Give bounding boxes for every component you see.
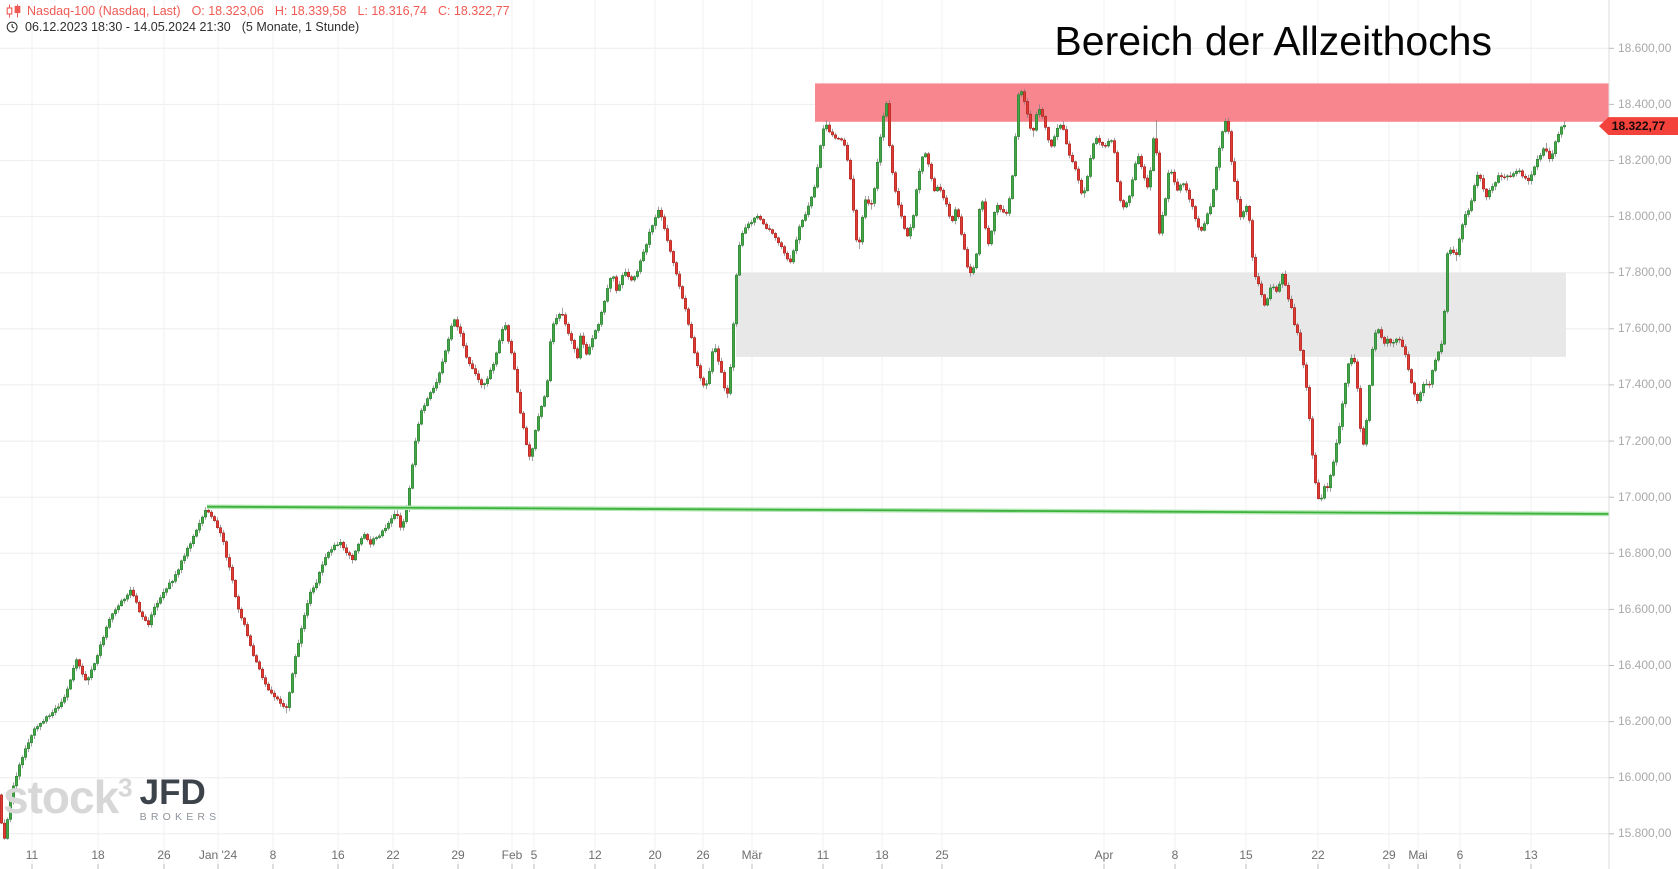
x-axis-label: 18	[91, 848, 105, 862]
clock-icon	[6, 21, 18, 33]
date-range: 06.12.2023 18:30 - 14.05.2024 21:30	[25, 20, 231, 34]
y-axis-label: 16.600,00	[1618, 601, 1672, 616]
y-axis-label: 16.800,00	[1618, 545, 1672, 560]
annotation-title: Bereich der Allzeithochs	[1054, 18, 1492, 64]
x-axis-label: 20	[648, 848, 662, 862]
y-axis-label: 16.200,00	[1618, 714, 1672, 729]
chart-header: Nasdaq-100 (Nasdaq, Last) O: 18.323,06 H…	[6, 3, 521, 35]
x-axis-label: Mai	[1408, 848, 1428, 862]
y-axis-label: 18.400,00	[1618, 96, 1672, 111]
x-axis-label: Mär	[741, 848, 763, 862]
x-axis-label: 8	[1171, 848, 1179, 862]
x-axis-label: 29	[451, 848, 465, 862]
close-value: C: 18.322,77	[437, 4, 510, 18]
y-axis-label: 17.600,00	[1618, 321, 1672, 336]
y-axis-label: 18.600,00	[1618, 40, 1672, 55]
y-axis-label: 15.800,00	[1618, 826, 1672, 841]
y-axis-label: 16.400,00	[1618, 657, 1672, 672]
x-axis-label: 26	[157, 848, 171, 862]
timerange-row: 06.12.2023 18:30 - 14.05.2024 21:30 (5 M…	[6, 19, 521, 35]
x-axis-label: 8	[269, 848, 277, 862]
x-axis-label: 13	[1524, 848, 1538, 862]
candlestick-series	[0, 88, 1566, 840]
candlestick-chart-icon	[6, 4, 21, 18]
x-axis-label: 16	[331, 848, 345, 862]
x-axis-label: Apr	[1094, 848, 1114, 862]
x-axis-label: 25	[935, 848, 949, 862]
low-value: L: 18.316,74	[357, 4, 427, 18]
x-axis-label: 18	[875, 848, 889, 862]
instrument-ohlc-row: Nasdaq-100 (Nasdaq, Last) O: 18.323,06 H…	[6, 3, 521, 19]
y-axis-label: 17.000,00	[1618, 489, 1672, 504]
x-axis-label: 26	[696, 848, 710, 862]
open-value: O: 18.323,06	[191, 4, 264, 18]
x-axis-label: 12	[588, 848, 602, 862]
x-axis-label: Jan '24	[198, 848, 238, 862]
x-axis-label: 22	[386, 848, 400, 862]
jfd-brokers-logo: JFD BROKERS	[139, 773, 221, 824]
high-value: H: 18.339,58	[274, 4, 347, 18]
allzeithochs-widerstandszone[interactable]	[815, 83, 1609, 122]
x-axis-label: 22	[1311, 848, 1325, 862]
watermark: stock3 JFD BROKERS	[3, 771, 221, 824]
y-axis-label: 17.200,00	[1618, 433, 1672, 448]
last-price-tag: 18.322,77	[1599, 117, 1678, 136]
x-axis-label: Feb	[501, 848, 523, 862]
y-axis-label: 17.400,00	[1618, 377, 1672, 392]
x-axis-label: 5	[530, 848, 538, 862]
instrument-name: Nasdaq-100 (Nasdaq, Last)	[27, 4, 181, 18]
stock3-logo: stock3	[3, 771, 133, 823]
x-axis-label: 11	[25, 848, 39, 862]
grid	[0, 0, 1609, 869]
y-axis-label: 17.800,00	[1618, 265, 1672, 280]
y-axis-label: 16.000,00	[1618, 770, 1672, 785]
timeframe: (5 Monate, 1 Stunde)	[241, 20, 360, 34]
y-axis-label: 18.000,00	[1618, 209, 1672, 224]
x-axis-label: 15	[1239, 848, 1253, 862]
graue-unterstuetzungszone[interactable]	[736, 272, 1566, 357]
x-axis-label: 11	[816, 848, 830, 862]
x-axis-label: 29	[1382, 848, 1396, 862]
y-axis-label: 18.200,00	[1618, 153, 1672, 167]
x-axis-label: 6	[1456, 848, 1464, 862]
